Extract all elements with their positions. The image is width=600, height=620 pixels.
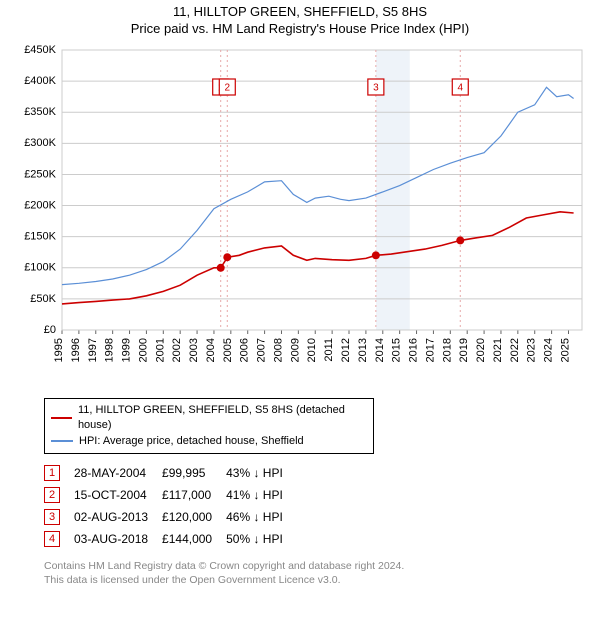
sale-marker-box: 4 [44, 531, 60, 547]
footer-line-2: This data is licensed under the Open Gov… [44, 574, 564, 588]
sale-date: 02-AUG-2013 [74, 506, 162, 528]
legend-label: HPI: Average price, detached house, Shef… [79, 434, 304, 449]
svg-text:2008: 2008 [272, 338, 284, 362]
svg-text:£400K: £400K [24, 75, 56, 87]
svg-text:£300K: £300K [24, 137, 56, 149]
chart-svg: £0 £50K £100K £150K £200K £250K £300K £350K £400… [10, 42, 590, 392]
svg-text:2002: 2002 [171, 338, 183, 362]
svg-text:2009: 2009 [289, 338, 301, 362]
sale-pct-vs-hpi: 43% ↓ HPI [226, 462, 297, 484]
table-row: 2 15-OCT-2004£117,00041% ↓ HPI [44, 484, 297, 506]
svg-text:1998: 1998 [104, 338, 116, 362]
sale-date: 03-AUG-2018 [74, 528, 162, 550]
footer-line-1: Contains HM Land Registry data © Crown c… [44, 560, 564, 574]
sale-marker-cell: 2 [44, 484, 74, 506]
sale-marker-cell: 3 [44, 506, 74, 528]
svg-text:3: 3 [373, 82, 379, 93]
sale-price: £117,000 [162, 484, 226, 506]
table-row: 4 03-AUG-2018£144,00050% ↓ HPI [44, 528, 297, 550]
title-line-1: 11, HILLTOP GREEN, SHEFFIELD, S5 8HS [0, 4, 600, 21]
legend-label: 11, HILLTOP GREEN, SHEFFIELD, S5 8HS (de… [78, 403, 367, 434]
svg-text:£0: £0 [44, 324, 56, 336]
sale-marker-box: 2 [44, 487, 60, 503]
sale-marker-cell: 1 [44, 462, 74, 484]
svg-text:2013: 2013 [357, 338, 369, 362]
sale-pct-vs-hpi: 46% ↓ HPI [226, 506, 297, 528]
legend-item: 11, HILLTOP GREEN, SHEFFIELD, S5 8HS (de… [51, 403, 367, 434]
svg-text:2006: 2006 [239, 338, 251, 362]
svg-text:£200K: £200K [24, 199, 56, 211]
sale-pct-vs-hpi: 41% ↓ HPI [226, 484, 297, 506]
svg-text:2024: 2024 [543, 338, 555, 362]
svg-text:£100K: £100K [24, 261, 56, 273]
sale-price: £99,995 [162, 462, 226, 484]
title-line-2: Price paid vs. HM Land Registry's House … [0, 21, 600, 38]
svg-text:2022: 2022 [509, 338, 521, 362]
sale-marker-box: 1 [44, 465, 60, 481]
svg-text:2000: 2000 [137, 338, 149, 362]
svg-text:£450K: £450K [24, 44, 56, 56]
svg-text:1995: 1995 [53, 338, 65, 362]
svg-text:£150K: £150K [24, 230, 56, 242]
svg-text:4: 4 [457, 82, 463, 93]
svg-text:2025: 2025 [559, 338, 571, 362]
title-block: 11, HILLTOP GREEN, SHEFFIELD, S5 8HS Pri… [0, 0, 600, 38]
svg-text:1996: 1996 [70, 338, 82, 362]
svg-text:2003: 2003 [188, 338, 200, 362]
sale-pct-vs-hpi: 50% ↓ HPI [226, 528, 297, 550]
table-row: 3 02-AUG-2013£120,00046% ↓ HPI [44, 506, 297, 528]
svg-text:2012: 2012 [340, 338, 352, 362]
svg-text:£50K: £50K [30, 293, 56, 305]
sale-date: 28-MAY-2004 [74, 462, 162, 484]
svg-text:2005: 2005 [222, 338, 234, 362]
legend-swatch [51, 440, 73, 442]
svg-text:2004: 2004 [205, 338, 217, 362]
sales-table: 1 28-MAY-2004£99,99543% ↓ HPI 2 15-OCT-2004… [44, 462, 297, 550]
svg-text:2007: 2007 [256, 338, 268, 362]
footer: Contains HM Land Registry data © Crown c… [44, 560, 564, 587]
svg-text:2021: 2021 [492, 338, 504, 362]
svg-text:£350K: £350K [24, 106, 56, 118]
chart-container: 11, HILLTOP GREEN, SHEFFIELD, S5 8HS Pri… [0, 0, 600, 620]
sale-price: £144,000 [162, 528, 226, 550]
svg-text:1999: 1999 [121, 338, 133, 362]
legend-swatch [51, 417, 72, 419]
svg-text:2015: 2015 [391, 338, 403, 362]
svg-text:2019: 2019 [458, 338, 470, 362]
sale-date: 15-OCT-2004 [74, 484, 162, 506]
legend: 11, HILLTOP GREEN, SHEFFIELD, S5 8HS (de… [44, 398, 374, 454]
svg-text:2001: 2001 [154, 338, 166, 362]
svg-text:2: 2 [225, 82, 231, 93]
chart-area: £0 £50K £100K £150K £200K £250K £300K £350K £400… [10, 42, 590, 392]
sale-marker-box: 3 [44, 509, 60, 525]
svg-text:2023: 2023 [526, 338, 538, 362]
svg-text:£250K: £250K [24, 168, 56, 180]
svg-text:2020: 2020 [475, 338, 487, 362]
legend-item: HPI: Average price, detached house, Shef… [51, 434, 367, 449]
sale-marker-cell: 4 [44, 528, 74, 550]
svg-text:2010: 2010 [306, 338, 318, 362]
svg-text:1997: 1997 [87, 338, 99, 362]
svg-text:2011: 2011 [323, 338, 335, 362]
svg-text:2018: 2018 [441, 338, 453, 362]
sale-price: £120,000 [162, 506, 226, 528]
svg-text:2016: 2016 [408, 338, 420, 362]
svg-text:2014: 2014 [374, 338, 386, 362]
svg-text:2017: 2017 [424, 338, 436, 362]
table-row: 1 28-MAY-2004£99,99543% ↓ HPI [44, 462, 297, 484]
